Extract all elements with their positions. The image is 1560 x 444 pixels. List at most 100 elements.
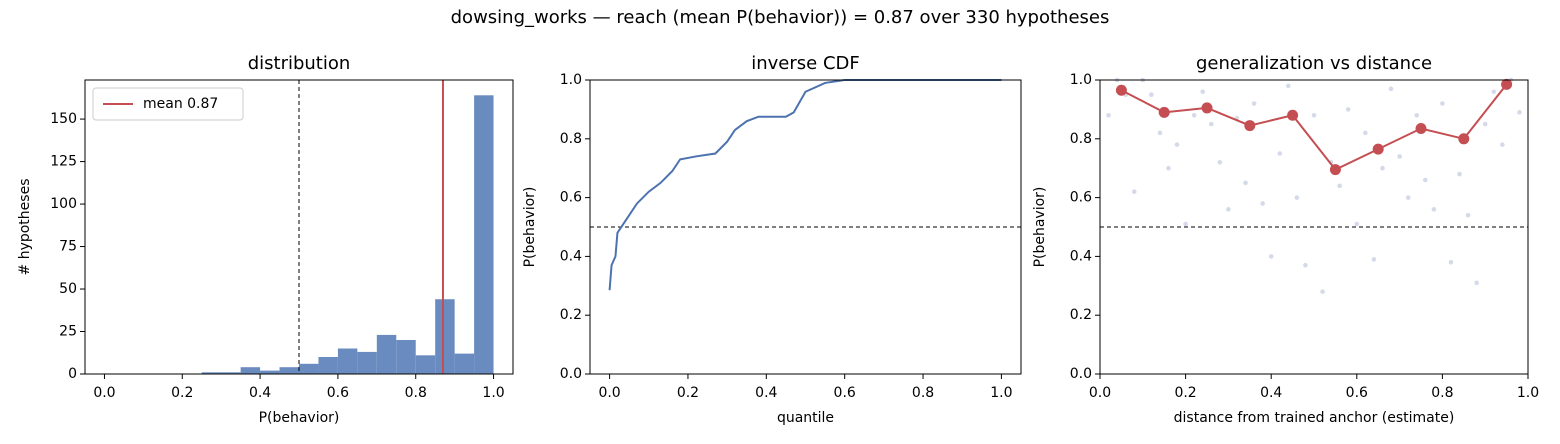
x-tick-label: 0.4	[1260, 385, 1282, 401]
y-axis-label: P(behavior)	[522, 187, 538, 268]
legend-label: mean 0.87	[143, 96, 218, 112]
trend-marker	[1115, 84, 1127, 96]
scatter-point	[1174, 142, 1180, 147]
y-tick-label: 0.6	[1070, 190, 1092, 206]
x-tick-label: 0.8	[912, 385, 934, 401]
bar	[454, 353, 475, 374]
trend-marker	[1201, 102, 1213, 114]
trend-marker	[1458, 133, 1470, 145]
trend-marker	[1158, 106, 1170, 118]
scatter-point	[1277, 151, 1283, 156]
x-tick-label: 1.0	[482, 385, 504, 401]
x-axis-label: P(behavior)	[259, 410, 340, 426]
trend-marker	[1287, 109, 1299, 121]
bar	[337, 348, 358, 374]
bar	[279, 367, 299, 374]
scatter-point	[1166, 165, 1171, 171]
cdf-line	[608, 79, 1002, 291]
scatter-point	[1106, 112, 1111, 118]
scatter-point	[1311, 112, 1317, 118]
scatter-point	[1397, 154, 1402, 159]
trend-marker	[1244, 120, 1256, 132]
x-tick-label: 0.4	[249, 385, 271, 401]
bar	[260, 370, 280, 374]
scatter-point	[1294, 195, 1300, 200]
x-tick-label: 0.2	[677, 385, 699, 401]
scatter-point	[1517, 110, 1522, 115]
scatter-point	[1251, 101, 1257, 106]
scatter-point	[1226, 207, 1231, 212]
scatter-point	[1208, 121, 1214, 127]
x-tick-label: 1.0	[990, 385, 1012, 401]
scatter-point	[1457, 171, 1462, 177]
bar	[435, 299, 455, 374]
scatter-point	[1200, 89, 1206, 95]
y-tick-label: 0.2	[560, 307, 582, 323]
bar	[474, 95, 494, 374]
figure-title: dowsing_works — reach (mean P(behavior))…	[451, 7, 1110, 28]
scatter-point	[1448, 259, 1454, 265]
y-tick-label: 0.4	[560, 248, 582, 264]
trend-marker	[1415, 123, 1427, 135]
axes-title: inverse CDF	[751, 53, 860, 74]
scatter-point	[1474, 280, 1479, 286]
scatter-point	[1217, 160, 1223, 165]
x-tick-label: 0.2	[1174, 385, 1196, 401]
scatter-point	[1422, 177, 1428, 183]
y-tick-label: 0.2	[1070, 307, 1092, 323]
scatter-point	[1345, 107, 1351, 112]
scatter-point	[1243, 180, 1248, 186]
scatter-point	[1440, 101, 1445, 106]
scatter-point	[1337, 183, 1342, 189]
x-axis-label: quantile	[777, 410, 834, 426]
scatter-point	[1303, 262, 1308, 268]
y-tick-label: 150	[50, 111, 77, 127]
x-tick-label: 0.6	[1346, 385, 1368, 401]
x-tick-label: 0.8	[1431, 385, 1453, 401]
y-axis-label: P(behavior)	[1032, 187, 1048, 268]
scatter-point	[1183, 221, 1188, 227]
x-tick-label: 0.0	[93, 385, 115, 401]
y-tick-label: 50	[59, 281, 77, 297]
x-tick-label: 0.6	[327, 385, 349, 401]
bar	[318, 357, 338, 374]
y-tick-label: 1.0	[560, 72, 582, 88]
y-tick-label: 100	[50, 196, 77, 212]
axes-title: generalization vs distance	[1196, 53, 1432, 74]
y-tick-label: 125	[50, 154, 77, 170]
x-tick-label: 0.8	[405, 385, 427, 401]
scatter-point	[1131, 189, 1137, 195]
x-axis-label: distance from trained anchor (estimate)	[1174, 410, 1455, 426]
y-tick-label: 0.0	[560, 366, 582, 382]
y-tick-label: 1.0	[1070, 72, 1092, 88]
bar	[357, 351, 377, 374]
bar	[415, 355, 436, 374]
x-tick-label: 0.0	[598, 385, 620, 401]
scatter-point	[1260, 201, 1265, 206]
scatter-point	[1371, 257, 1377, 262]
scatter-point	[1320, 289, 1325, 294]
scatter-point	[1465, 212, 1471, 218]
axes-frame	[589, 79, 1022, 375]
scatter-point	[1157, 130, 1163, 136]
bar	[201, 372, 222, 374]
x-tick-label: 0.0	[1089, 385, 1111, 401]
scatter-point	[1431, 207, 1437, 212]
scatter-point	[1354, 221, 1360, 227]
trend-line	[1120, 83, 1508, 171]
trend-marker	[1501, 78, 1513, 90]
x-tick-label: 0.4	[755, 385, 777, 401]
bar	[240, 367, 261, 374]
axes-title: distribution	[248, 53, 351, 74]
axes-frame	[1099, 79, 1529, 375]
scatter-point	[1191, 112, 1197, 118]
bar	[221, 372, 241, 374]
bar	[299, 363, 319, 374]
scatter-point	[1388, 86, 1394, 92]
y-tick-label: 75	[59, 239, 77, 255]
scatter-point	[1286, 83, 1291, 89]
scatter-point	[1363, 130, 1368, 136]
y-axis-label: # hypotheses	[17, 179, 33, 276]
scatter-point	[1268, 254, 1274, 259]
